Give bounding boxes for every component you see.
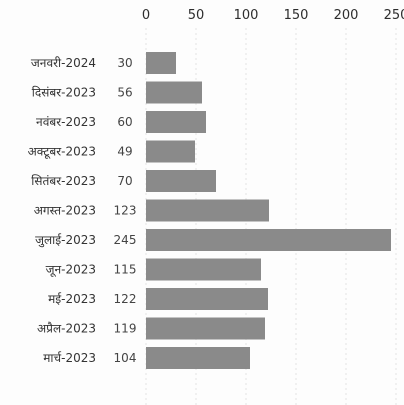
bar-10 [146, 347, 250, 369]
value-label-2: 60 [117, 115, 132, 129]
value-label-3: 49 [117, 145, 132, 159]
value-label-6: 245 [114, 233, 137, 247]
category-label-6: जुलाई-2023 [35, 233, 96, 248]
x-tick-label-4: 200 [334, 8, 359, 23]
category-label-1: दिसंबर-2023 [32, 86, 96, 100]
bar-1 [146, 81, 202, 104]
x-tick-label-0: 0 [142, 8, 150, 23]
bar-2 [146, 111, 206, 133]
bar-9 [146, 317, 265, 340]
category-label-8: मई-2023 [48, 292, 96, 306]
category-label-7: जून-2023 [46, 263, 96, 278]
x-tick-label-5: 250 [384, 8, 404, 23]
category-label-0: जनवरी-2024 [31, 56, 96, 70]
value-label-9: 119 [114, 322, 137, 336]
bar-6 [146, 229, 391, 251]
value-label-10: 104 [114, 351, 137, 365]
bar-8 [146, 288, 268, 310]
value-label-5: 123 [114, 204, 137, 218]
value-label-1: 56 [117, 86, 132, 100]
category-label-9: अप्रैल-2023 [37, 322, 96, 336]
category-label-4: सितंबर-2023 [31, 174, 96, 188]
bar-5 [146, 199, 269, 222]
value-label-8: 122 [114, 292, 137, 306]
value-label-4: 70 [117, 174, 132, 188]
bar-3 [146, 140, 195, 163]
bar-7 [146, 258, 261, 281]
value-label-0: 30 [117, 56, 132, 70]
x-tick-label-1: 50 [188, 8, 205, 23]
category-labels: जनवरी-2024 दिसंबर-2023 नवंबर-2023 अक्टूबर-2… [28, 56, 96, 365]
x-tick-label-3: 150 [284, 8, 309, 23]
value-label-7: 115 [114, 263, 137, 277]
x-tick-label-2: 100 [234, 8, 259, 23]
category-label-10: मार्च-2023 [43, 351, 96, 365]
category-label-3: अक्टूबर-2023 [28, 145, 96, 160]
x-axis-ticks: 0 50 100 150 200 250 [142, 8, 404, 23]
bars [146, 52, 391, 369]
category-label-5: अगस्त-2023 [34, 204, 96, 218]
bar-0 [146, 52, 176, 74]
category-label-2: नवंबर-2023 [36, 115, 96, 129]
bar-4 [146, 170, 216, 192]
value-labels: 30 56 60 49 70 123 245 115 122 119 104 [114, 56, 137, 365]
